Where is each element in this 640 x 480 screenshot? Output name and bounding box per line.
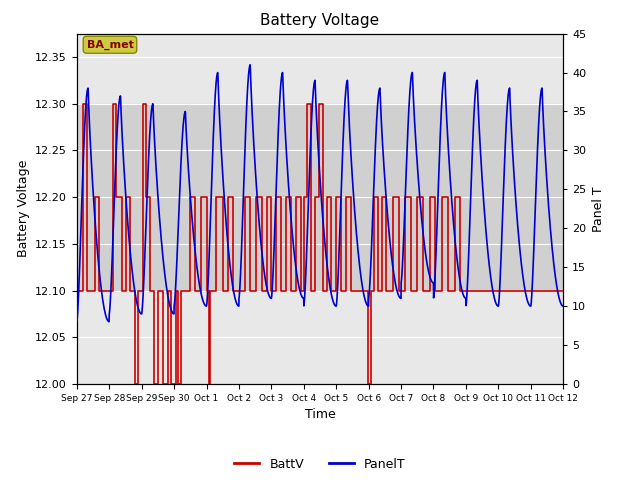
Y-axis label: Panel T: Panel T: [592, 186, 605, 232]
Y-axis label: Battery Voltage: Battery Voltage: [17, 160, 29, 257]
Title: Battery Voltage: Battery Voltage: [260, 13, 380, 28]
X-axis label: Time: Time: [305, 408, 335, 421]
Bar: [77, 104, 563, 290]
Text: BA_met: BA_met: [86, 40, 133, 50]
Legend: BattV, PanelT: BattV, PanelT: [229, 453, 411, 476]
